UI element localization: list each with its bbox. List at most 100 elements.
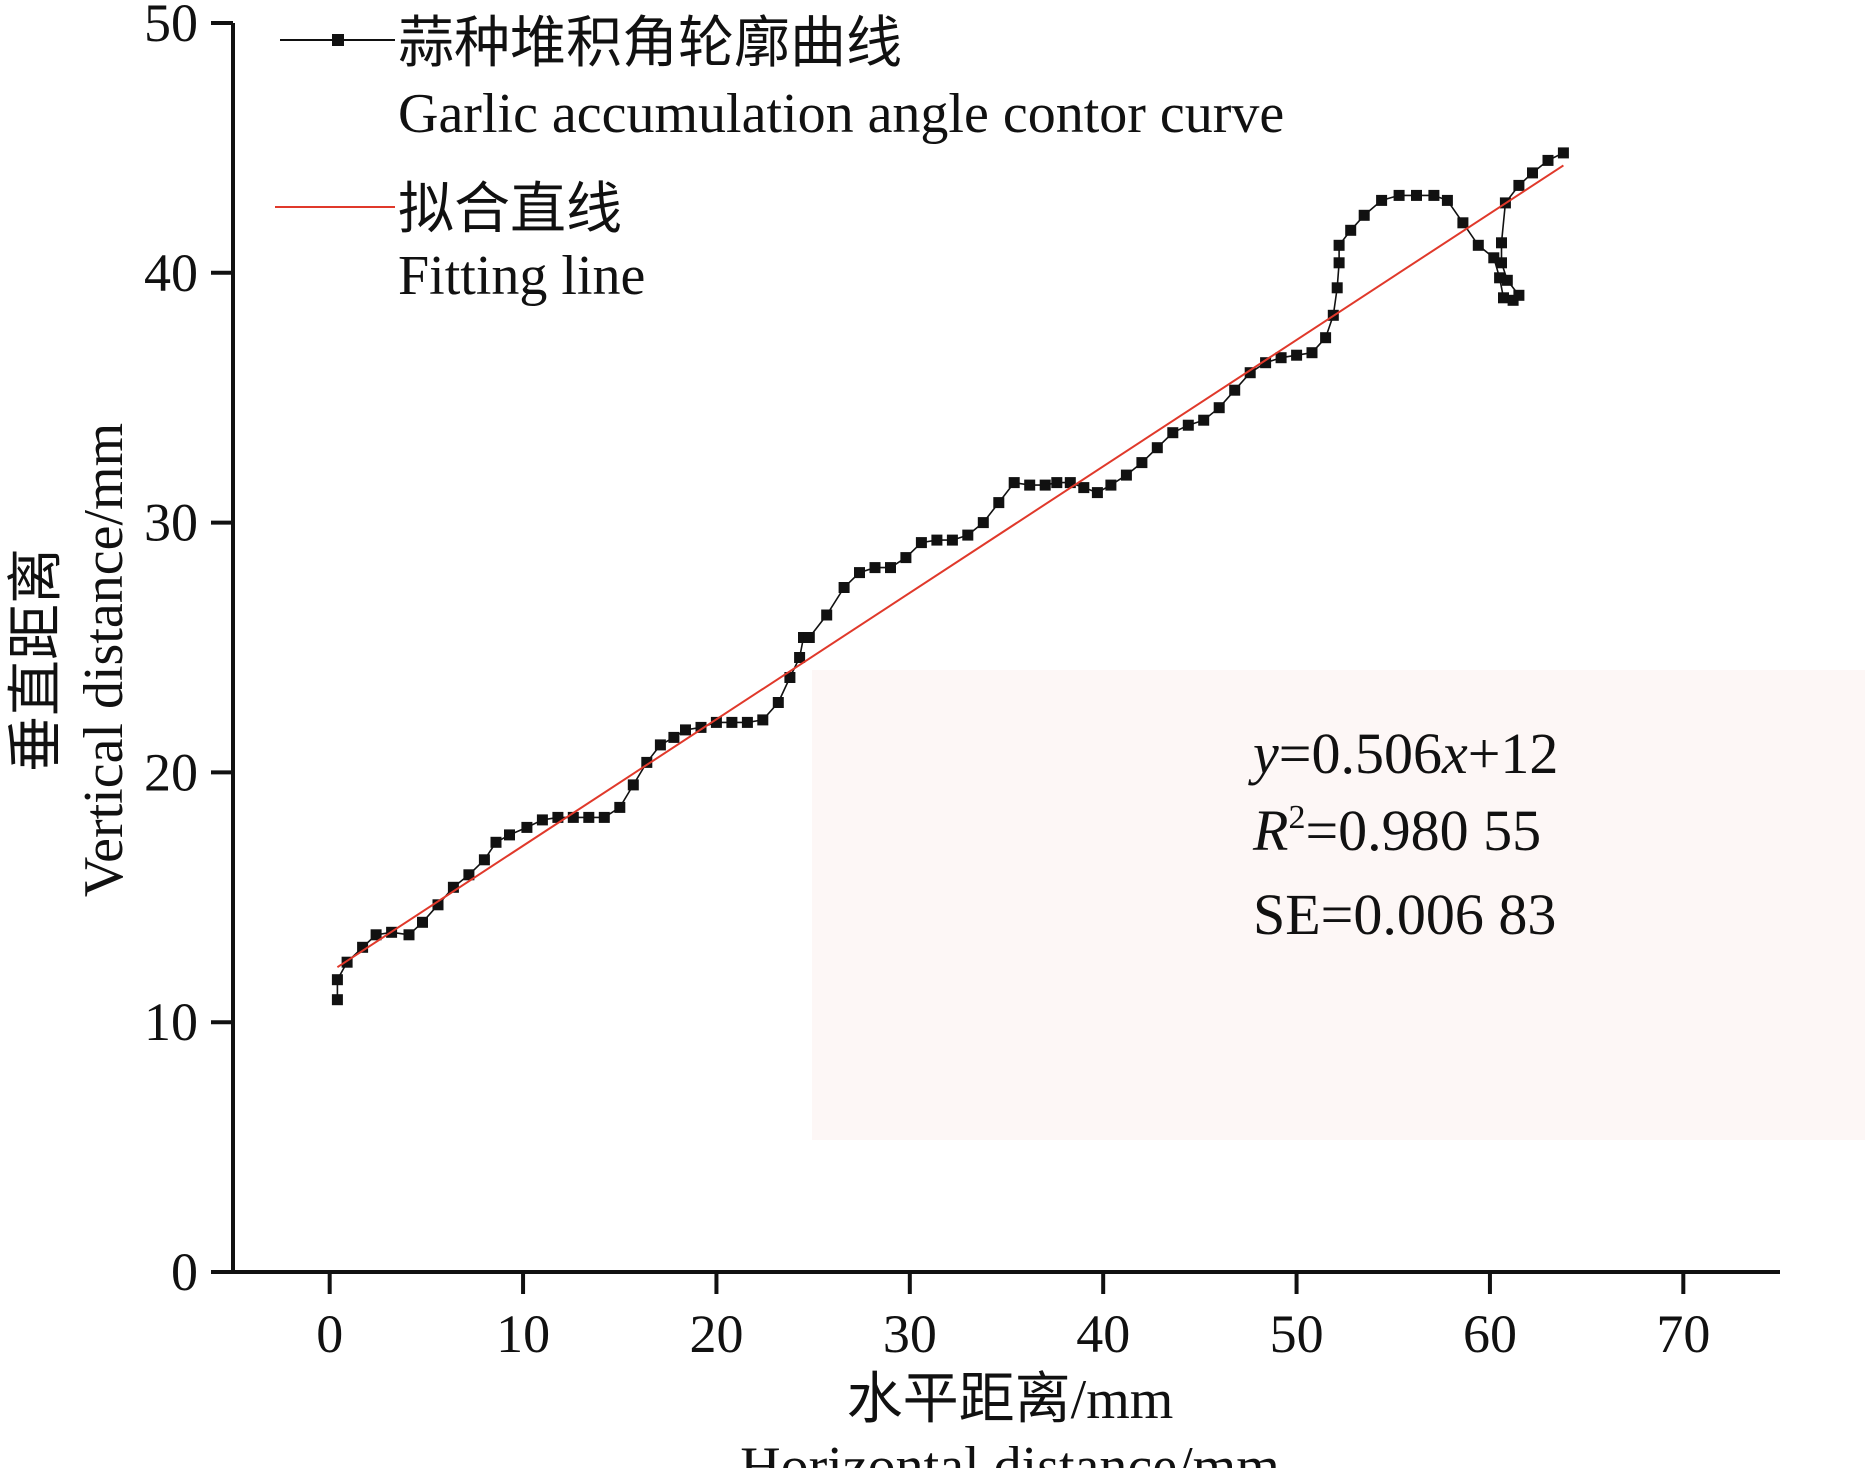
legend-label-fit-en: Fitting line [398, 245, 645, 307]
data-point [854, 567, 865, 579]
data-point [798, 632, 809, 643]
data-point [1513, 289, 1525, 301]
data-point [331, 994, 343, 1006]
data-point [1244, 367, 1256, 379]
x-tick-label: 0 [316, 1304, 343, 1364]
data-point [1542, 154, 1554, 166]
fit-r-squared: R2=0.980 55 [1252, 798, 1541, 863]
data-point [794, 652, 806, 663]
data-point [432, 899, 444, 911]
data-point [1472, 239, 1484, 251]
data-point [1513, 179, 1525, 191]
data-point [803, 632, 815, 643]
data-point [1078, 482, 1090, 494]
data-point [668, 731, 680, 743]
data-point [536, 814, 548, 826]
data-point [357, 941, 369, 953]
data-point [490, 836, 502, 848]
data-point [1024, 479, 1036, 491]
data-point [1105, 479, 1117, 491]
x-tick-label: 30 [883, 1304, 937, 1364]
data-point [869, 562, 881, 574]
data-point [331, 974, 343, 986]
data-point [1488, 252, 1500, 264]
data-point [1136, 457, 1148, 469]
y-axis-title: 垂直距离 Vertical distance/mm [6, 423, 135, 897]
data-point [1198, 414, 1210, 426]
data-point [1306, 347, 1318, 359]
data-point [447, 881, 459, 893]
data-point [1213, 402, 1225, 414]
data-point [1358, 209, 1370, 221]
data-point [463, 869, 475, 881]
x-tick-label: 50 [1270, 1304, 1324, 1364]
data-point [1496, 257, 1507, 269]
x-tick-label: 20 [689, 1304, 743, 1364]
data-point [962, 529, 974, 541]
data-point [1428, 189, 1440, 201]
data-point [1120, 469, 1132, 481]
data-point [654, 739, 666, 751]
data-point [614, 801, 626, 813]
data-point [741, 716, 753, 728]
data-point [1008, 477, 1020, 489]
data-point [521, 821, 533, 833]
data-point [1229, 384, 1241, 396]
data-point [1039, 479, 1051, 491]
fit-equation: y=0.506x+12 [1248, 721, 1558, 786]
data-point [915, 537, 927, 549]
fit-annotation: y=0.506x+12 R2=0.980 55 SE=0.006 83 [1248, 721, 1558, 947]
data-point [977, 517, 989, 529]
fit-standard-error: SE=0.006 83 [1253, 882, 1556, 947]
data-point [885, 562, 896, 574]
data-point [1260, 357, 1272, 369]
legend: 蒜种堆积角轮廓曲线 Garlic accumulation angle cont… [275, 13, 1284, 307]
y-tick-label: 50 [144, 0, 198, 53]
series-line-fitting-line [336, 164, 1564, 969]
x-tick-label: 60 [1463, 1304, 1517, 1364]
y-tick-labels: 0 10 20 30 40 50 [144, 0, 198, 1302]
data-point [598, 811, 610, 823]
data-point [1527, 167, 1538, 179]
data-point [1501, 274, 1513, 286]
y-axis-title-en: Vertical distance/mm [73, 423, 135, 897]
data-point [1496, 237, 1507, 249]
data-point [1275, 352, 1287, 364]
x-tick-label: 70 [1656, 1304, 1710, 1364]
data-point [1320, 332, 1332, 344]
data-point [1376, 194, 1388, 206]
y-tick-label: 40 [144, 243, 198, 303]
data-point [478, 854, 490, 866]
data-point [504, 829, 515, 841]
data-point [1457, 217, 1469, 229]
y-tick-label: 20 [144, 742, 198, 802]
data-point [370, 929, 382, 941]
data-point [1498, 292, 1509, 304]
data-point [1345, 224, 1357, 236]
x-axis-title-en: Horizontal distance/mm [740, 1436, 1280, 1468]
x-tick-label: 40 [1076, 1304, 1130, 1364]
data-point [821, 609, 833, 621]
annotation-panel [812, 670, 1865, 1140]
data-point [1182, 419, 1194, 431]
tick-marks [211, 21, 1686, 1294]
data-point [1557, 147, 1569, 159]
data-point [726, 716, 738, 728]
data-point [1151, 442, 1163, 454]
data-point [680, 724, 691, 736]
y-axis-title-zh: 垂直距离 [6, 548, 68, 772]
x-tick-label: 10 [496, 1304, 550, 1364]
series-group [331, 147, 1569, 1006]
data-point [417, 916, 428, 928]
data-point [710, 716, 722, 728]
data-point [583, 811, 595, 823]
data-point [1494, 272, 1506, 284]
data-point [641, 756, 653, 768]
data-point [567, 811, 579, 823]
data-point [946, 534, 958, 546]
data-point [695, 721, 707, 733]
data-point [900, 552, 912, 564]
y-tick-label: 0 [171, 1242, 198, 1302]
legend-label-curve-zh: 蒜种堆积角轮廓曲线 [398, 13, 902, 75]
